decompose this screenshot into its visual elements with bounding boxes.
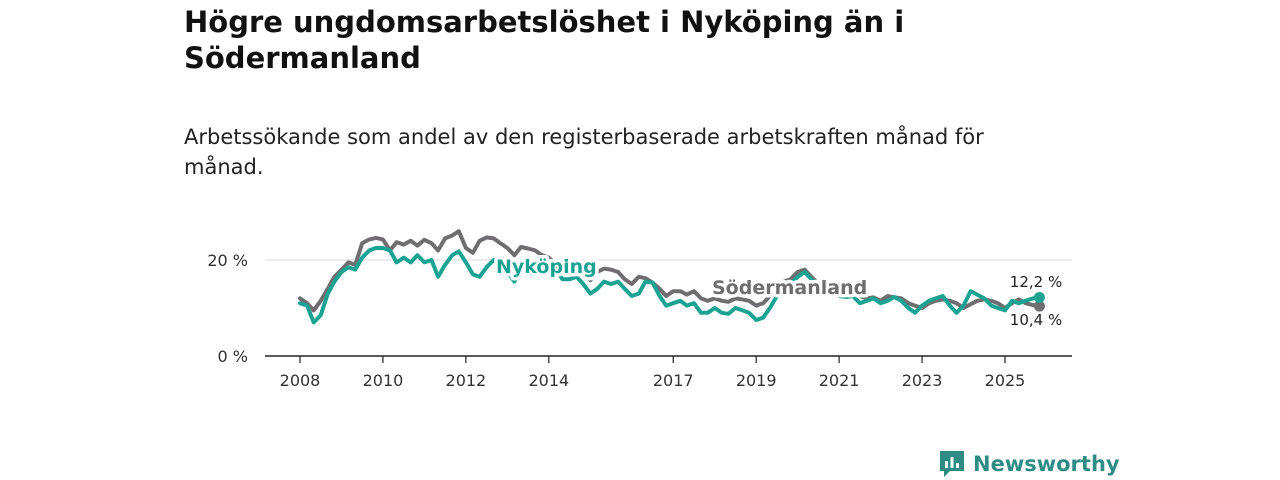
series-labels: Nyköping Södermanland 12,2 % 10,4 %	[493, 253, 1063, 330]
x-tick-label: 2008	[280, 371, 321, 390]
nykoping-line	[298, 246, 1042, 325]
chart-subtitle: Arbetssökande som andel av den registerb…	[184, 125, 984, 179]
x-tick-label: 2017	[653, 371, 694, 390]
gridlines: 0 % 20 %	[207, 251, 1072, 366]
chart-title: Högre ungdomsarbetslöshet i Nyköping än …	[184, 5, 905, 75]
x-tick-label: 2014	[528, 371, 569, 390]
x-tick-label: 2025	[985, 371, 1026, 390]
bar-chart-speech-bubble-icon	[940, 451, 964, 477]
sodermanland-series-label: Södermanland	[712, 277, 867, 299]
x-tick-label: 2012	[446, 371, 487, 390]
x-axis: 2008 2010 2012 2014 2017 2019 2021 2023 2025	[265, 355, 1072, 390]
sodermanland-end-value: 10,4 %	[1010, 311, 1062, 329]
nykoping-end-value: 12,2 %	[1010, 273, 1062, 291]
y-tick-label: 0 %	[218, 347, 248, 366]
nykoping-series-label: Nyköping	[496, 256, 597, 278]
x-tick-label: 2023	[902, 371, 943, 390]
nykoping-end-point	[1033, 291, 1045, 303]
brand-name: Newsworthy	[973, 452, 1120, 476]
sodermanland-end-point	[1033, 300, 1045, 312]
x-tick-label: 2019	[736, 371, 777, 390]
x-tick-label: 2021	[819, 371, 860, 390]
x-tick-label: 2010	[363, 371, 404, 390]
series-lines	[298, 229, 1045, 325]
sodermanland-line	[298, 229, 1042, 313]
brand-footer[interactable]: Newsworthy	[938, 449, 1120, 479]
y-tick-label: 20 %	[207, 251, 248, 270]
